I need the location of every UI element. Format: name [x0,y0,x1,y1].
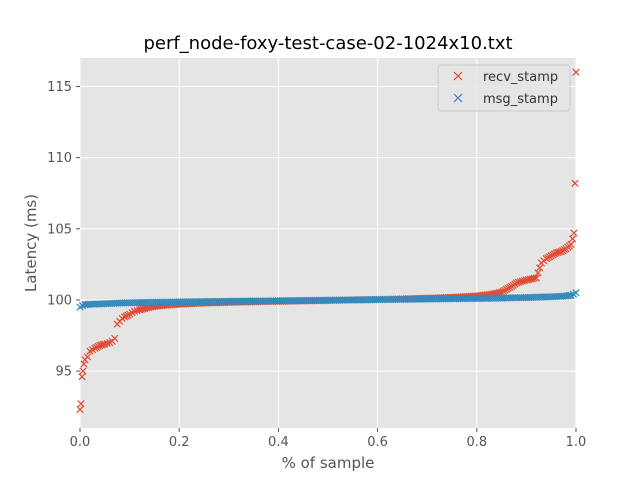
legend-marker-msg-stamp [453,93,463,103]
y-tick-label: 105 [47,222,72,237]
data-point [572,289,580,297]
data-point [567,240,575,249]
y-axis-label: Latency (ms) [22,194,40,292]
x-tick-label: 0.4 [268,435,289,450]
data-point [572,68,580,76]
data-point-fill [534,269,542,277]
x-tick-label: 0.0 [70,435,91,450]
plot-area [80,58,576,428]
x-tick-label: 0.6 [367,435,388,450]
data-point [570,229,578,237]
legend-marker-recv-stamp [453,71,463,81]
y-tick-label: 110 [47,151,72,166]
data-point [77,400,85,408]
x-axis-label: % of sample [282,454,375,472]
x-tick-label: 0.8 [466,435,487,450]
data-point [532,274,540,282]
axis-ticks: 0.0 0.2 0.4 0.6 0.8 1.0 95 100 105 110 115 [47,80,586,450]
y-tick-label: 95 [55,365,72,380]
data-point [568,235,577,243]
chart-title: perf_node-foxy-test-case-02-1024x10.txt [143,33,512,54]
data-point-fill [530,274,538,282]
data-point-fill [99,340,107,349]
data-point [76,405,84,414]
data-point [79,367,87,375]
y-tick-label: 115 [47,80,72,95]
legend-label-msg-stamp: msg_stamp [483,92,558,107]
data-point [111,334,119,342]
data-point-fill [565,291,574,300]
data-point-fill [103,339,111,347]
data-point [78,373,86,381]
legend-label-recv-stamp: recv_stamp [483,70,558,85]
series-layer [76,68,580,414]
legend: recv_stamp msg_stamp [437,64,571,112]
data-point [80,360,88,368]
legend-box [437,64,571,112]
x-tick-label: 0.2 [169,435,190,450]
y-tick-label: 100 [47,293,72,308]
data-point [83,353,92,361]
data-point-fill [536,264,544,272]
data-point-fill [133,306,141,315]
x-tick-label: 1.0 [566,435,587,450]
data-point [571,179,579,187]
series-msg-stamp [76,289,580,311]
